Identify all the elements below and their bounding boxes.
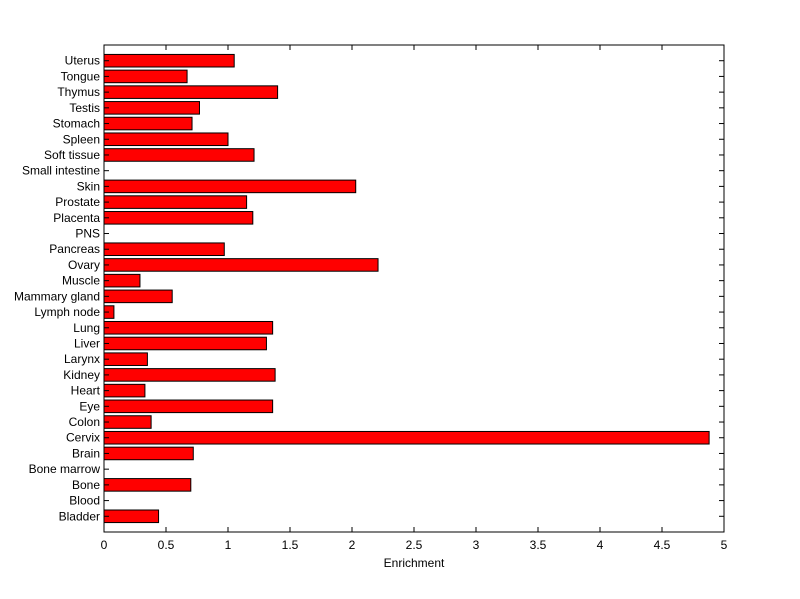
bar-group [103,53,710,524]
y-tick-label: Stomach [53,117,100,131]
x-tick-label: 5 [721,538,728,552]
x-tick-label: 1.5 [282,538,299,552]
bar-prostate [103,195,248,209]
bar-skin [103,179,357,194]
bar-testis [103,101,200,115]
x-tick-label: 4 [597,538,604,552]
y-tick-label: Prostate [55,195,100,209]
y-tick-label: Mammary gland [14,289,100,303]
x-tick-label: 2 [349,538,356,552]
bar-tongue [103,69,188,84]
y-tick-label: Blood [69,494,100,508]
bar-thymus [103,85,279,99]
bar-mammary-gland [103,289,173,304]
y-tick-label: Tongue [61,69,101,83]
y-tick-label: Lung [73,321,100,335]
bar-bladder [103,509,160,524]
y-tick-label: Thymus [57,85,100,99]
y-tick-label: Bladder [59,509,100,523]
y-tick-label: Lymph node [34,305,100,319]
plot-area-frame [103,44,725,533]
x-tick-label: 1 [225,538,232,552]
x-tick-label: 2.5 [406,538,423,552]
y-tick-label: Kidney [63,368,100,382]
bar-ovary [103,258,379,272]
x-axis: 0 0.5 1 1.5 2 2.5 3 3.5 4 4.5 5 [101,45,728,552]
bar-eye [103,399,274,414]
x-tick-label: 4.5 [654,538,671,552]
bar-brain [103,446,194,461]
y-tick-label: Liver [74,336,100,350]
bar-pancreas [103,242,225,257]
y-tick-label: Soft tissue [44,148,100,162]
y-tick-label: PNS [75,227,100,241]
bar-kidney [103,368,276,382]
bar-muscle [103,273,141,288]
x-tick-label: 0.5 [158,538,175,552]
x-tick-label: 0 [101,538,108,552]
bar-spleen [103,132,229,147]
y-tick-label: Pancreas [49,242,100,256]
y-tick-label: Eye [79,399,100,413]
x-tick-label: 3 [473,538,480,552]
bar-colon [103,415,152,429]
bar-lung [103,320,274,335]
y-tick-label: Colon [69,415,100,429]
y-tick-label: Larynx [64,352,100,366]
x-tick-label: 3.5 [530,538,547,552]
bar-soft-tissue [103,148,255,162]
y-tick-label: Ovary [68,258,100,272]
bar-cervix [103,430,710,445]
y-tick-label: Heart [71,384,101,398]
y-tick-label: Uterus [65,54,100,68]
y-tick-label: Muscle [62,274,100,288]
bar-bone [103,478,192,492]
y-tick-label: Testis [69,101,100,115]
y-tick-label: Cervix [66,431,100,445]
y-tick-label: Small intestine [22,164,100,178]
bar-larynx [103,352,148,366]
bar-stomach [103,116,193,131]
y-tick-label: Spleen [63,132,100,146]
y-tick-label: Brain [72,446,100,460]
bar-liver [103,336,267,351]
y-tick-label: Bone [72,478,100,492]
y-tick-label: Bone marrow [29,462,101,476]
y-tick-label: Skin [77,179,100,193]
bar-uterus [103,53,235,68]
bar-heart [103,383,146,398]
y-tick-label: Placenta [53,211,100,225]
bar-placenta [103,211,254,225]
x-axis-label: Enrichment [384,556,445,570]
